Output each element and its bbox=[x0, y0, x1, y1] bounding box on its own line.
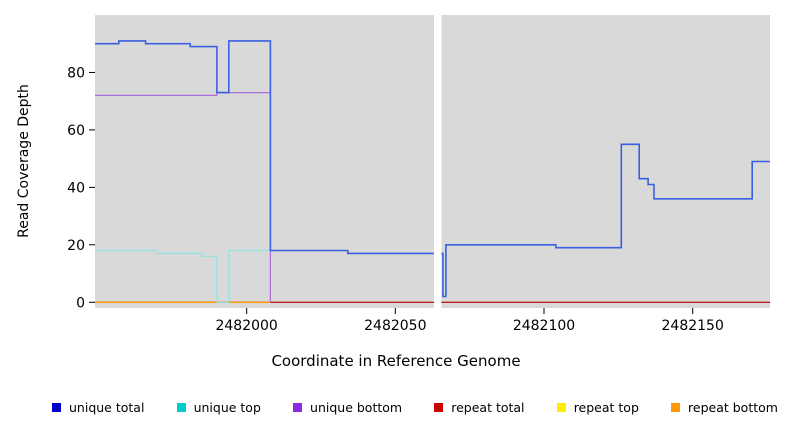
legend-label-unique-bottom: unique bottom bbox=[310, 400, 403, 415]
y-tick-label: 0 bbox=[76, 295, 85, 311]
x-tick-label: 2482100 bbox=[513, 318, 575, 334]
series-layer bbox=[95, 40, 770, 303]
x-tick-label: 2482150 bbox=[662, 318, 724, 334]
legend: unique total unique top unique bottom repea… bbox=[52, 400, 778, 415]
y-tick-label: 80 bbox=[67, 65, 85, 81]
legend-swatch-unique-total bbox=[52, 403, 61, 412]
y-tick-label: 60 bbox=[67, 123, 85, 139]
coverage-gap-band bbox=[433, 15, 442, 308]
chart-canvas: 2482000 2482050 2482100 2482150 0 20 40 60 80 Re… bbox=[16, 15, 770, 334]
axes-layer: 2482000 2482050 2482100 2482150 0 20 40 60 80 bbox=[67, 65, 724, 334]
legend-item-repeat-total: repeat total bbox=[434, 400, 525, 415]
y-tick-label: 20 bbox=[67, 238, 85, 254]
legend-swatch-repeat-total bbox=[434, 403, 444, 412]
legend-item-unique-bottom: unique bottom bbox=[293, 400, 402, 415]
x-tick-label: 2482050 bbox=[364, 318, 426, 334]
legend-item-unique-total: unique total bbox=[52, 400, 144, 415]
legend-swatch-unique-bottom bbox=[293, 403, 303, 412]
legend-item-repeat-top: repeat top bbox=[556, 400, 639, 415]
x-tick-label: 2482000 bbox=[215, 318, 277, 334]
legend-label-repeat-total: repeat total bbox=[451, 400, 525, 415]
y-tick-label: 40 bbox=[67, 180, 85, 196]
legend-item-unique-top: unique top bbox=[176, 400, 261, 415]
legend-label-repeat-bottom: repeat bottom bbox=[688, 400, 778, 415]
legend-swatch-unique-top bbox=[176, 403, 186, 412]
legend-label-repeat-top: repeat top bbox=[573, 400, 639, 415]
x-axis-label: Coordinate in Reference Genome bbox=[271, 352, 521, 370]
legend-item-repeat-bottom: repeat bottom bbox=[671, 400, 778, 415]
legend-label-unique-top: unique top bbox=[193, 400, 261, 415]
legend-swatch-repeat-bottom bbox=[671, 403, 681, 412]
series-unique-top bbox=[95, 249, 271, 303]
legend-swatch-repeat-top bbox=[556, 403, 566, 412]
plot-background bbox=[95, 15, 770, 308]
legend-label-unique-total: unique total bbox=[69, 400, 145, 415]
series-unique-total bbox=[95, 40, 770, 298]
y-axis-label: Read Coverage Depth bbox=[16, 84, 32, 238]
